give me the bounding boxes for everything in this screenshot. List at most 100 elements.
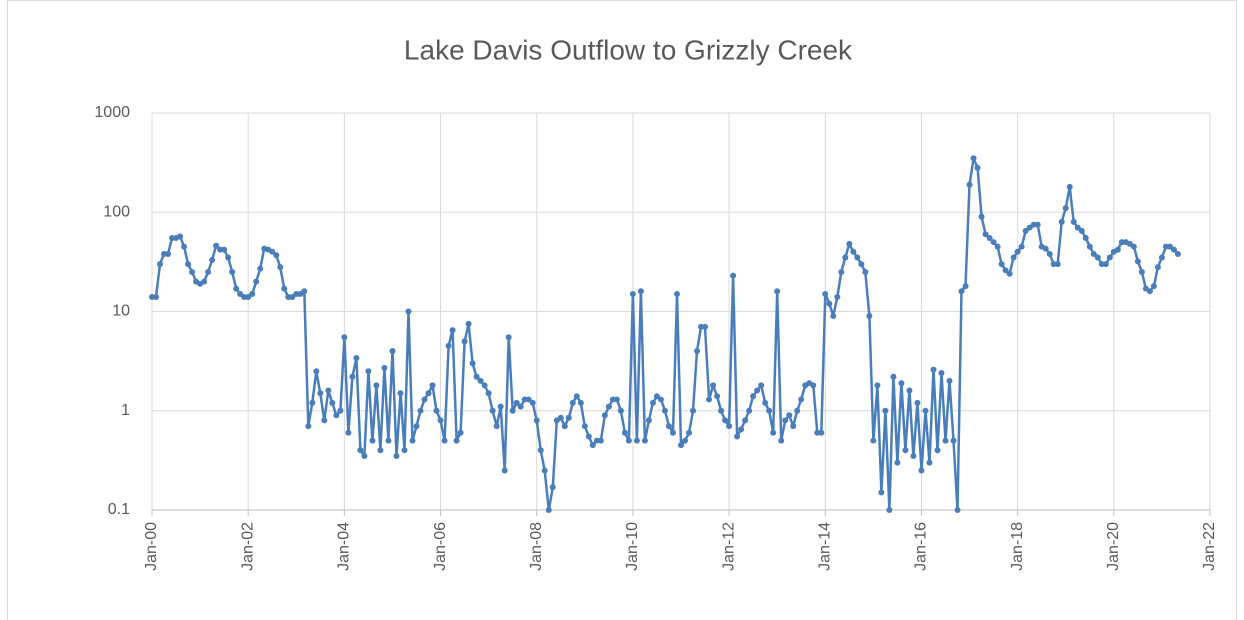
data-point bbox=[1046, 250, 1053, 257]
data-point bbox=[157, 261, 164, 268]
data-point bbox=[1114, 246, 1121, 253]
x-tick-label: Jan-14 bbox=[816, 522, 833, 571]
data-point bbox=[738, 426, 745, 433]
data-point bbox=[862, 269, 869, 276]
data-point bbox=[429, 382, 436, 389]
data-point bbox=[321, 417, 328, 424]
data-point bbox=[986, 235, 993, 242]
data-point bbox=[874, 382, 881, 389]
data-point bbox=[541, 467, 548, 474]
data-point bbox=[401, 447, 408, 454]
data-point bbox=[850, 248, 857, 255]
data-point bbox=[457, 429, 464, 436]
data-point bbox=[1006, 270, 1013, 277]
data-point bbox=[750, 393, 757, 400]
data-point bbox=[665, 423, 672, 430]
data-point bbox=[249, 291, 256, 298]
data-point bbox=[673, 291, 680, 298]
y-tick-label: 1 bbox=[121, 402, 130, 419]
data-point bbox=[938, 370, 945, 377]
data-point bbox=[950, 437, 957, 444]
data-point bbox=[461, 338, 468, 345]
data-point bbox=[569, 399, 576, 406]
data-point bbox=[1154, 264, 1161, 271]
y-tick-label: 1000 bbox=[94, 104, 130, 121]
data-point bbox=[1138, 269, 1145, 276]
data-point bbox=[413, 423, 420, 430]
data-point bbox=[529, 399, 536, 406]
data-point bbox=[233, 285, 240, 292]
data-point bbox=[625, 437, 632, 444]
data-point bbox=[842, 254, 849, 261]
data-point bbox=[493, 423, 500, 430]
data-point bbox=[561, 423, 568, 430]
data-point bbox=[890, 373, 897, 380]
data-point bbox=[397, 390, 404, 397]
data-point bbox=[557, 414, 564, 421]
chart-title: Lake Davis Outflow to Grizzly Creek bbox=[404, 34, 853, 65]
data-point bbox=[425, 390, 432, 397]
data-point bbox=[1018, 243, 1025, 250]
data-point bbox=[277, 264, 284, 271]
data-point bbox=[1002, 267, 1009, 274]
data-point bbox=[762, 399, 769, 406]
data-point bbox=[902, 447, 909, 454]
data-point bbox=[962, 283, 969, 290]
y-tick-label: 10 bbox=[112, 303, 130, 320]
data-point bbox=[309, 399, 316, 406]
data-point bbox=[481, 382, 488, 389]
x-tick-label: Jan-00 bbox=[143, 522, 160, 571]
data-point bbox=[409, 437, 416, 444]
data-point bbox=[565, 414, 572, 421]
data-point bbox=[886, 507, 893, 513]
data-point bbox=[1086, 243, 1093, 250]
data-point bbox=[549, 484, 556, 491]
data-point bbox=[213, 242, 220, 249]
data-point bbox=[393, 453, 400, 460]
data-point bbox=[882, 407, 889, 414]
data-point bbox=[766, 407, 773, 414]
data-point bbox=[305, 423, 312, 430]
data-point bbox=[585, 433, 592, 440]
x-tick-label: Jan-22 bbox=[1201, 522, 1218, 571]
x-tick-label: Jan-16 bbox=[913, 522, 930, 571]
data-point bbox=[221, 246, 228, 253]
data-point bbox=[906, 387, 913, 394]
data-point bbox=[209, 257, 216, 264]
data-point bbox=[914, 399, 921, 406]
data-point bbox=[826, 300, 833, 307]
data-point bbox=[786, 412, 793, 419]
data-point bbox=[894, 459, 901, 466]
data-point bbox=[978, 213, 985, 220]
data-point bbox=[1082, 235, 1089, 242]
data-point bbox=[501, 467, 508, 474]
data-point bbox=[465, 320, 472, 327]
data-point bbox=[998, 261, 1005, 268]
data-point bbox=[1062, 205, 1069, 212]
data-point bbox=[509, 407, 516, 414]
x-tick-label: Jan-08 bbox=[528, 522, 545, 571]
data-point bbox=[525, 396, 532, 403]
data-point bbox=[718, 407, 725, 414]
data-point bbox=[613, 396, 620, 403]
data-point bbox=[301, 288, 308, 295]
data-point bbox=[405, 308, 412, 315]
data-point bbox=[513, 399, 520, 406]
data-point bbox=[649, 399, 656, 406]
data-point bbox=[1094, 254, 1101, 261]
data-point bbox=[661, 407, 668, 414]
data-point bbox=[1014, 248, 1021, 255]
data-point bbox=[449, 327, 456, 334]
data-point bbox=[742, 417, 749, 424]
data-point bbox=[990, 239, 997, 246]
data-point bbox=[505, 334, 512, 341]
data-point bbox=[601, 412, 608, 419]
data-point bbox=[653, 393, 660, 400]
data-point bbox=[1170, 246, 1177, 253]
data-point bbox=[537, 447, 544, 454]
data-point bbox=[918, 467, 925, 474]
data-point bbox=[489, 407, 496, 414]
data-point bbox=[385, 437, 392, 444]
data-point bbox=[165, 250, 172, 257]
data-point bbox=[1066, 183, 1073, 190]
